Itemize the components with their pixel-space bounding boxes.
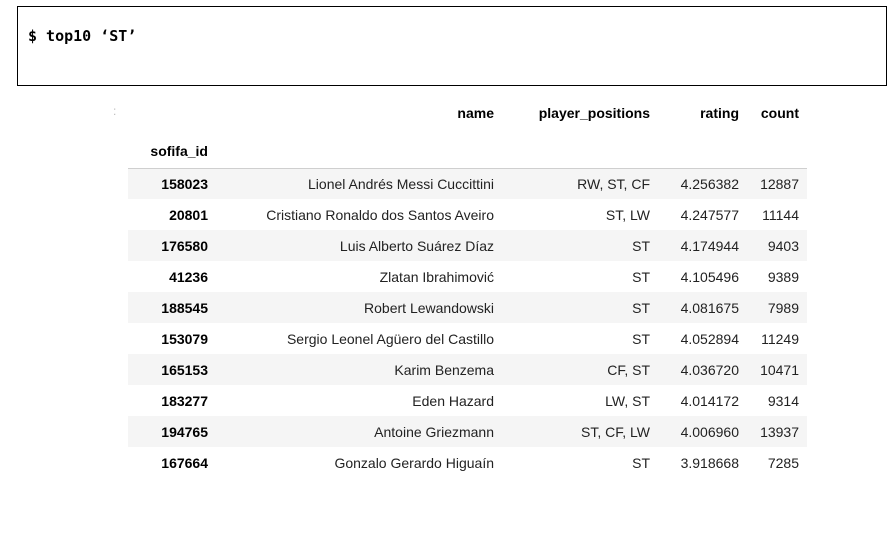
table-row: 167664 Gonzalo Gerardo Higuaín ST 3.918668 7… bbox=[128, 447, 807, 478]
row-index-sofifa-id: 41236 bbox=[169, 268, 208, 285]
cell-name: Lionel Andrés Messi Cuccittini bbox=[308, 175, 494, 192]
cell-name: Cristiano Ronaldo dos Santos Aveiro bbox=[266, 206, 494, 223]
row-index-sofifa-id: 183277 bbox=[161, 392, 208, 409]
column-header-name: name bbox=[457, 105, 494, 121]
cell-name: Robert Lewandowski bbox=[364, 299, 494, 316]
cell-rating: 4.052894 bbox=[680, 330, 739, 347]
column-header-player-positions: player_positions bbox=[538, 105, 650, 121]
cell-name: Karim Benzema bbox=[394, 361, 494, 378]
cell-rating: 4.081675 bbox=[680, 299, 739, 316]
row-index-sofifa-id: 158023 bbox=[161, 175, 208, 192]
table-row: 183277 Eden Hazard LW, ST 4.014172 9314 bbox=[128, 385, 807, 416]
cell-name: Gonzalo Gerardo Higuaín bbox=[334, 454, 494, 471]
output-marker: : bbox=[113, 104, 117, 118]
row-index-sofifa-id: 167664 bbox=[161, 454, 208, 471]
table-body: 158023 Lionel Andrés Messi Cuccittini RW, … bbox=[128, 168, 807, 478]
index-header-spacer bbox=[216, 134, 502, 169]
cell-name: Sergio Leonel Agüero del Castillo bbox=[286, 330, 494, 347]
dataframe-table: name player_positions rating count sofif… bbox=[128, 92, 807, 478]
cell-count: 12887 bbox=[760, 175, 799, 192]
row-index-sofifa-id: 194765 bbox=[161, 423, 208, 440]
column-header-count: count bbox=[760, 105, 799, 121]
row-index-sofifa-id: 165153 bbox=[161, 361, 208, 378]
cell-count: 7285 bbox=[767, 454, 799, 471]
table-row: 41236 Zlatan Ibrahimović ST 4.105496 9389 bbox=[128, 261, 807, 292]
command-text: $ top10 ‘ST’ bbox=[28, 27, 137, 45]
cell-player-positions: RW, ST, CF bbox=[577, 175, 650, 192]
cell-player-positions: ST bbox=[632, 268, 650, 285]
table-row: 176580 Luis Alberto Suárez Díaz ST 4.174944… bbox=[128, 230, 807, 261]
cell-count: 13937 bbox=[760, 423, 799, 440]
cell-rating: 4.006960 bbox=[680, 423, 739, 440]
column-header-rating: rating bbox=[700, 105, 739, 121]
command-box[interactable]: $ top10 ‘ST’ bbox=[17, 6, 887, 86]
cell-name: Zlatan Ibrahimović bbox=[379, 268, 494, 285]
index-header-spacer bbox=[502, 134, 658, 169]
index-header-spacer bbox=[658, 134, 747, 169]
cell-rating: 4.105496 bbox=[680, 268, 739, 285]
cell-count: 9314 bbox=[767, 392, 799, 409]
cell-player-positions: ST bbox=[632, 454, 650, 471]
index-header-row: sofifa_id bbox=[128, 134, 807, 169]
cell-count: 11249 bbox=[761, 330, 799, 347]
table-row: 153079 Sergio Leonel Agüero del Castillo S… bbox=[128, 323, 807, 354]
cell-count: 7989 bbox=[767, 299, 799, 316]
cell-player-positions: ST bbox=[632, 330, 650, 347]
column-header-row: name player_positions rating count bbox=[128, 92, 807, 134]
table-row: 165153 Karim Benzema CF, ST 4.036720 10471 bbox=[128, 354, 807, 385]
cell-count: 11144 bbox=[762, 206, 799, 223]
cell-player-positions: ST bbox=[632, 299, 650, 316]
cell-name: Eden Hazard bbox=[412, 392, 494, 409]
cell-name: Luis Alberto Suárez Díaz bbox=[339, 237, 494, 254]
index-corner bbox=[128, 92, 216, 134]
row-index-sofifa-id: 188545 bbox=[161, 299, 208, 316]
row-index-sofifa-id: 20801 bbox=[169, 206, 208, 223]
cell-rating: 4.247577 bbox=[680, 206, 739, 223]
cell-count: 9403 bbox=[767, 237, 799, 254]
cell-player-positions: ST bbox=[632, 237, 650, 254]
cell-name: Antoine Griezmann bbox=[374, 423, 494, 440]
cell-rating: 4.256382 bbox=[680, 175, 739, 192]
cell-rating: 4.036720 bbox=[680, 361, 739, 378]
cell-count: 9389 bbox=[767, 268, 799, 285]
table-row: 194765 Antoine Griezmann ST, CF, LW 4.00696… bbox=[128, 416, 807, 447]
cell-rating: 4.014172 bbox=[680, 392, 739, 409]
cell-player-positions: ST, CF, LW bbox=[581, 423, 650, 440]
cell-player-positions: CF, ST bbox=[607, 361, 650, 378]
row-index-sofifa-id: 176580 bbox=[161, 237, 208, 254]
table-row: 158023 Lionel Andrés Messi Cuccittini RW, … bbox=[128, 168, 807, 199]
cell-rating: 3.918668 bbox=[680, 454, 739, 471]
cell-count: 10471 bbox=[760, 361, 799, 378]
index-header-spacer bbox=[747, 134, 807, 169]
row-index-sofifa-id: 153079 bbox=[161, 330, 208, 347]
index-name-header: sofifa_id bbox=[128, 134, 216, 169]
table-row: 188545 Robert Lewandowski ST 4.081675 7989 bbox=[128, 292, 807, 323]
table-row: 20801 Cristiano Ronaldo dos Santos Aveiro… bbox=[128, 199, 807, 230]
cell-player-positions: LW, ST bbox=[605, 392, 650, 409]
cell-player-positions: ST, LW bbox=[605, 206, 650, 223]
cell-rating: 4.174944 bbox=[680, 237, 739, 254]
